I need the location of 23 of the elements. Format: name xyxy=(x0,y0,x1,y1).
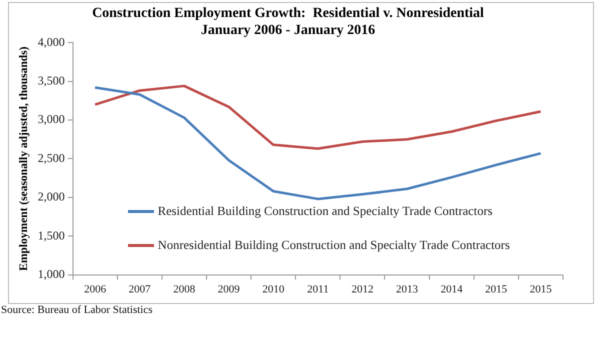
x-tick-label: 2006 xyxy=(84,283,107,296)
y-tick-label: 1,000 xyxy=(38,266,65,281)
legend-label: Nonresidential Building Construction and Specialty Trade Contractors xyxy=(158,238,510,254)
x-tick-label: 2014 xyxy=(440,283,464,296)
x-tick-label: 2015 xyxy=(530,283,552,296)
x-tick-label: 2013 xyxy=(396,283,419,296)
x-tick-label: 2015 xyxy=(485,283,508,296)
x-tick-label: 2011 xyxy=(307,283,329,296)
y-tick-label: 3,500 xyxy=(38,73,65,88)
y-tick-label: 2,000 xyxy=(38,190,65,204)
y-tick-label: 2,500 xyxy=(38,150,65,165)
x-tick-label: 2009 xyxy=(218,283,240,296)
y-tick-label: 4,000 xyxy=(38,34,65,49)
x-tick-label: 2010 xyxy=(262,283,285,296)
y-axis-title: Employment (seasonally adjusted, thousands) xyxy=(18,46,30,271)
x-tick-label: 2007 xyxy=(128,283,152,296)
chart-title: Construction Employment Growth: Residential v. Nonresidential January 2006 - January 2016 xyxy=(92,6,484,38)
source-note: Source: Bureau of Labor Statistics xyxy=(1,304,153,316)
y-tick-label: 1,500 xyxy=(38,228,65,242)
legend-label: Residential Building Construction and Specialty Trade Contractors xyxy=(158,204,492,220)
x-tick-label: 2012 xyxy=(351,283,374,296)
x-tick-label: 2008 xyxy=(173,283,196,296)
y-tick-label: 3,000 xyxy=(38,112,65,126)
